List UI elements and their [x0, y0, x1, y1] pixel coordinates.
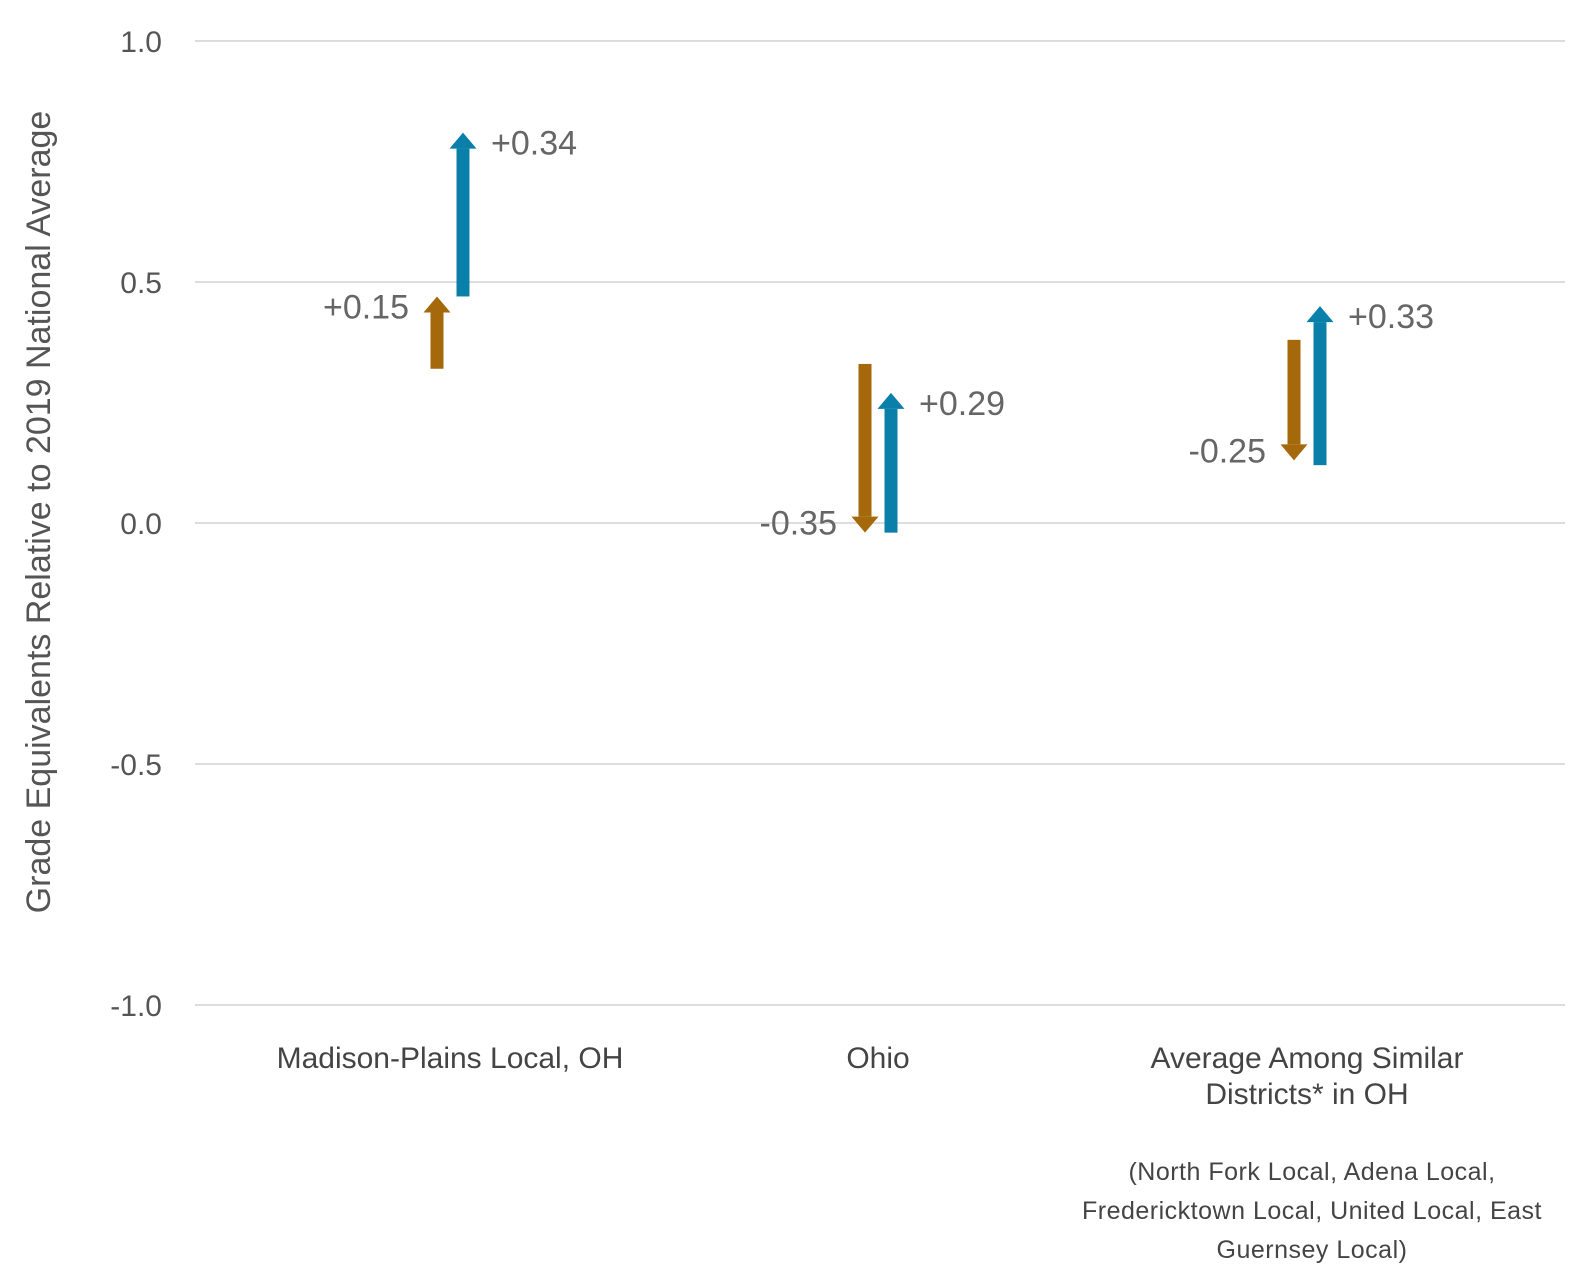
- category-label: Districts* in OH: [1205, 1078, 1408, 1111]
- category-labels: Madison-Plains Local, OH Ohio Average Amon…: [277, 1042, 1542, 1264]
- arrow-head: [449, 132, 477, 149]
- category-label: Average Among Similar: [1151, 1042, 1464, 1075]
- data-label: +0.15: [323, 288, 409, 326]
- data-label: +0.33: [1348, 298, 1434, 336]
- category-note: (North Fork Local, Adena Local,: [1128, 1158, 1495, 1186]
- y-axis-ticks: 1.0 0.5 0.0 -0.5 -1.0: [110, 26, 162, 1023]
- data-label: +0.34: [491, 125, 577, 163]
- y-tick-label: -1.0: [110, 990, 162, 1023]
- arrow-shaft: [456, 148, 470, 297]
- arrow-marks: +0.15 -0.35 -0.25 +0.34 +0.29 +0.33: [323, 125, 1434, 543]
- y-tick-label: -0.5: [110, 749, 162, 782]
- category-label: Madison-Plains Local, OH: [277, 1042, 624, 1075]
- arrow-shaft: [884, 408, 898, 533]
- y-tick-label: 0.0: [120, 508, 162, 541]
- arrow-head: [1280, 444, 1308, 461]
- data-label: +0.29: [919, 385, 1005, 423]
- arrow-head: [423, 296, 451, 313]
- arrow-shaft: [1287, 339, 1301, 445]
- arrow-shaft: [430, 312, 444, 369]
- data-label: -0.35: [760, 505, 838, 543]
- data-label: -0.25: [1189, 432, 1267, 470]
- arrow-head: [851, 516, 879, 533]
- arrow-shaft: [1313, 322, 1327, 466]
- category-note: Guernsey Local): [1217, 1236, 1408, 1264]
- arrow-shaft: [858, 363, 872, 517]
- category-label: Ohio: [846, 1042, 909, 1075]
- arrow-head: [1306, 306, 1334, 323]
- arrow-head: [877, 392, 905, 409]
- gridlines: [195, 40, 1565, 1006]
- y-axis-label: Grade Equivalents Relative to 2019 Natio…: [20, 111, 58, 914]
- y-tick-label: 1.0: [120, 26, 162, 59]
- y-tick-label: 0.5: [120, 267, 162, 300]
- category-note: Fredericktown Local, United Local, East: [1082, 1197, 1542, 1225]
